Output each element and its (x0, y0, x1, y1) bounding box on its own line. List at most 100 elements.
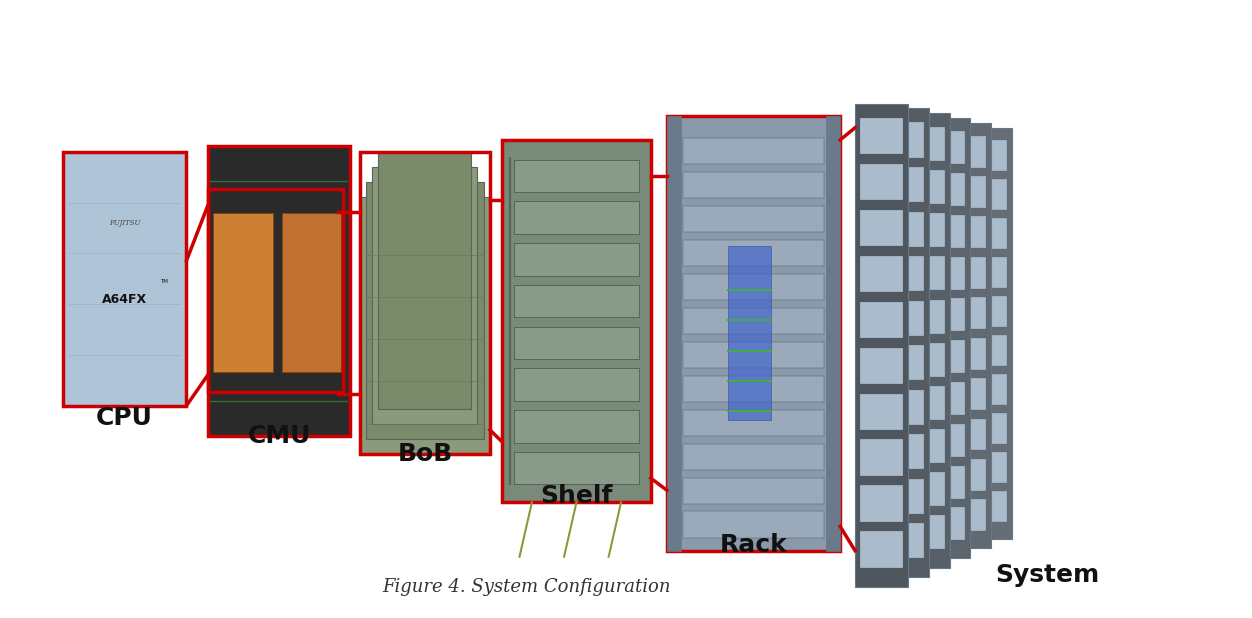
Bar (502, 140, 651, 502)
Bar (943, 378, 987, 410)
Bar (880, 256, 924, 291)
Bar (963, 140, 1007, 171)
Bar (684, 478, 824, 504)
Bar (921, 465, 965, 499)
Text: Figure 4. System Configuration: Figure 4. System Configuration (383, 578, 671, 596)
Bar (684, 240, 824, 266)
Bar (880, 434, 924, 470)
Bar (515, 243, 639, 276)
Bar (880, 390, 924, 425)
Bar (901, 343, 945, 377)
Bar (282, 213, 342, 372)
Bar (938, 123, 990, 548)
Bar (684, 410, 824, 436)
Bar (860, 439, 904, 476)
Bar (880, 167, 924, 202)
Bar (359, 197, 490, 454)
Bar (860, 531, 904, 567)
Bar (515, 201, 639, 234)
Bar (860, 118, 904, 154)
Bar (958, 128, 1012, 538)
Bar (921, 298, 965, 331)
Bar (208, 189, 343, 392)
Bar (515, 285, 639, 318)
Text: A64FX: A64FX (101, 292, 148, 305)
Bar (921, 382, 965, 415)
Bar (943, 337, 987, 370)
Bar (855, 104, 908, 587)
Bar (901, 515, 945, 549)
Bar (63, 152, 187, 405)
Bar (901, 300, 945, 334)
Text: CPU: CPU (96, 406, 153, 430)
Bar (963, 218, 1007, 249)
Bar (963, 296, 1007, 327)
Bar (921, 215, 965, 248)
Bar (667, 116, 681, 551)
Bar (901, 127, 945, 161)
Bar (515, 326, 639, 359)
Bar (880, 479, 924, 514)
Bar (921, 507, 965, 540)
Bar (860, 302, 904, 338)
Bar (515, 160, 639, 192)
Bar (963, 257, 1007, 288)
Bar (860, 256, 904, 292)
Bar (943, 418, 987, 451)
Bar (684, 172, 824, 198)
Text: FUJITSU: FUJITSU (109, 219, 140, 227)
Bar (378, 152, 471, 408)
Bar (943, 257, 987, 289)
Bar (901, 213, 945, 247)
Bar (880, 300, 924, 336)
Bar (684, 342, 824, 368)
Bar (684, 376, 824, 402)
Bar (943, 136, 987, 167)
Bar (727, 246, 771, 420)
Bar (860, 164, 904, 200)
Bar (684, 512, 824, 538)
Bar (963, 375, 1007, 405)
Text: Rack: Rack (720, 533, 788, 557)
Bar (943, 297, 987, 329)
Text: System: System (995, 563, 1099, 587)
Bar (963, 179, 1007, 210)
Bar (366, 182, 483, 439)
Text: Shelf: Shelf (541, 485, 612, 508)
Bar (684, 444, 824, 470)
Bar (880, 211, 924, 247)
Bar (880, 523, 924, 559)
Bar (684, 274, 824, 300)
Bar (515, 368, 639, 401)
Bar (943, 216, 987, 248)
Bar (880, 345, 924, 380)
Bar (963, 413, 1007, 444)
Bar (860, 394, 904, 430)
Bar (860, 348, 904, 384)
Bar (943, 499, 987, 531)
Bar (860, 485, 904, 522)
Bar (963, 491, 1007, 522)
Bar (684, 308, 824, 334)
Bar (921, 424, 965, 457)
Bar (667, 116, 840, 551)
Bar (943, 459, 987, 491)
Bar (901, 170, 945, 204)
Bar (684, 206, 824, 232)
Bar (963, 335, 1007, 366)
Bar (921, 131, 965, 164)
Bar (921, 256, 965, 290)
Bar (515, 452, 639, 484)
Bar (901, 472, 945, 506)
Bar (916, 118, 970, 558)
Bar (880, 122, 924, 158)
Bar (901, 256, 945, 290)
Bar (208, 146, 349, 436)
Bar (213, 213, 273, 372)
Bar (684, 138, 824, 164)
Bar (963, 452, 1007, 483)
Bar (372, 167, 477, 424)
Text: CMU: CMU (248, 424, 310, 448)
Bar (515, 410, 639, 442)
Text: TM: TM (160, 279, 168, 284)
